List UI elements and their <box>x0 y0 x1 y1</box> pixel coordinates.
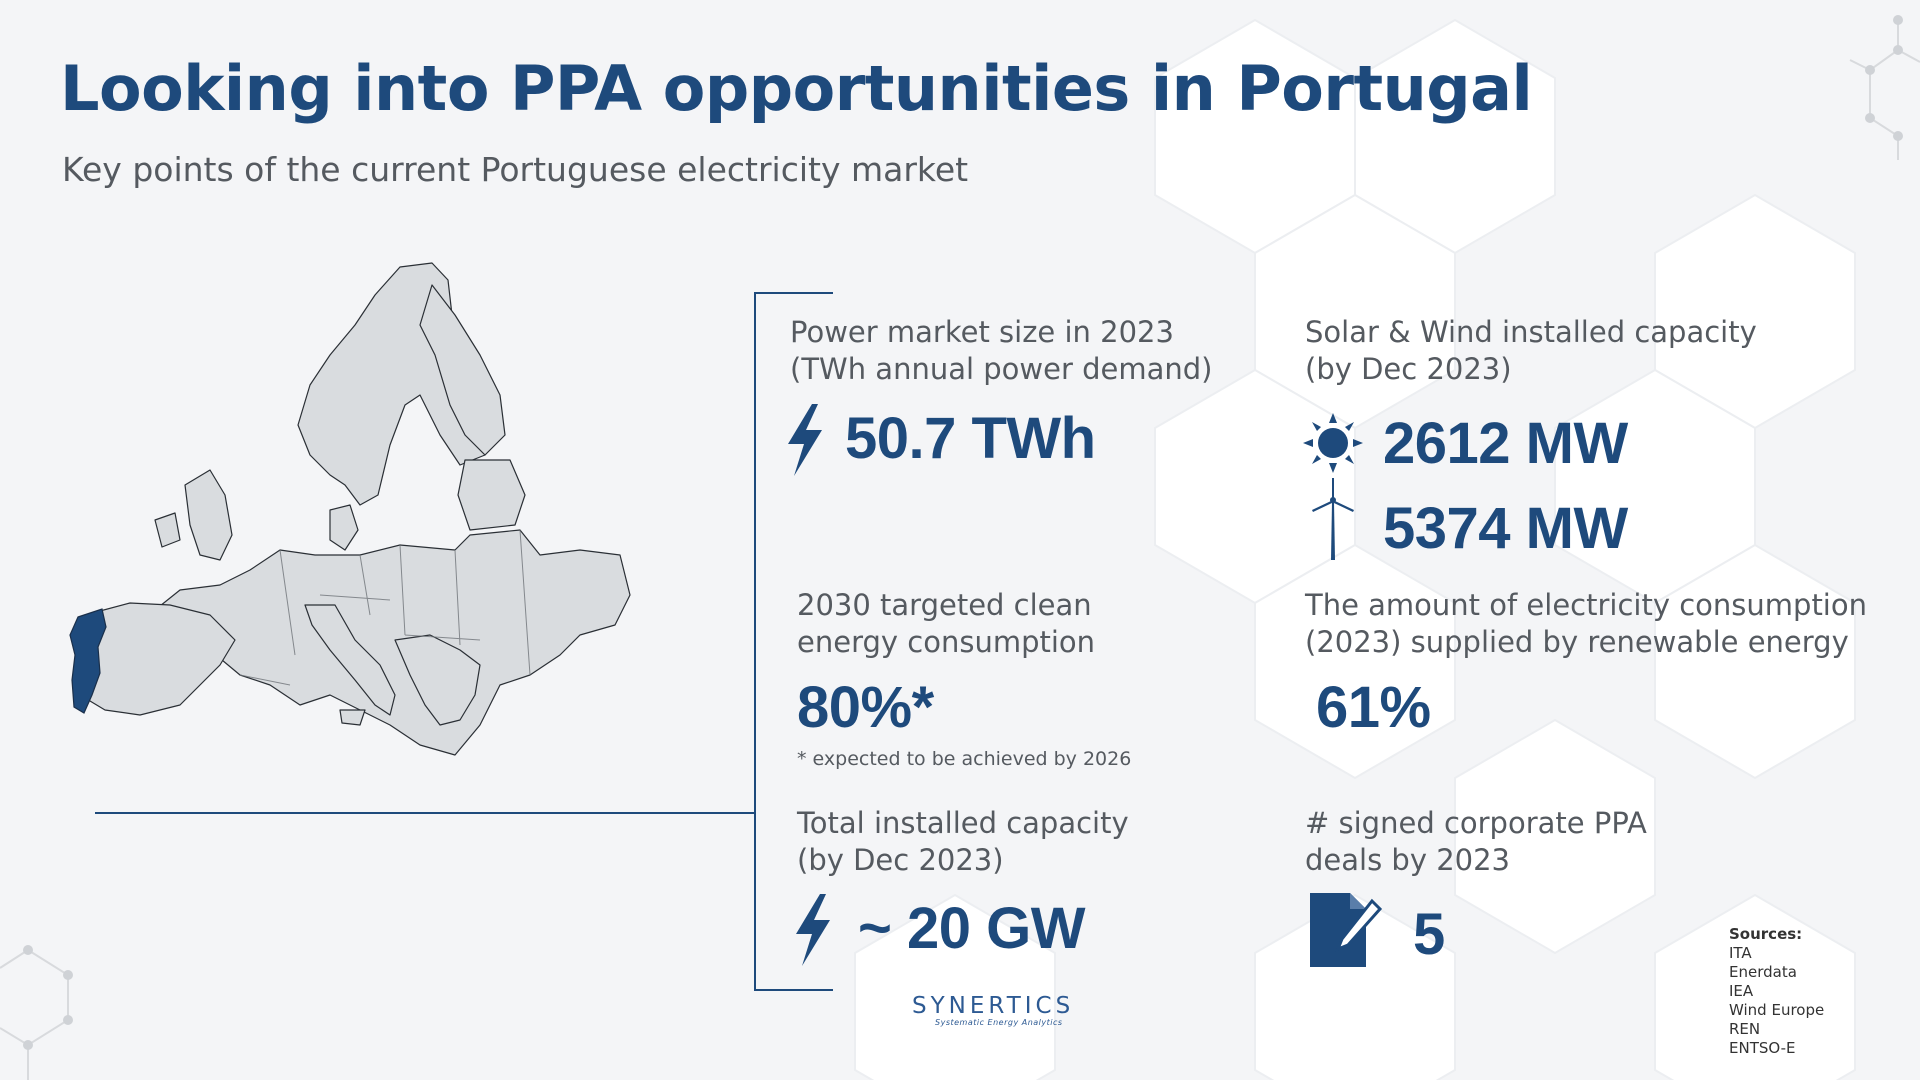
power-market-value: 50.7 TWh <box>845 406 1096 471</box>
power-market-label: Power market size in 2023 (TWh annual po… <box>790 315 1213 386</box>
sources-list: ITA Enerdata IEA Wind Europe REN ENTSO-E <box>1729 944 1824 1058</box>
map-uk <box>184 469 233 561</box>
document-pen-icon <box>1310 893 1382 967</box>
source-item: ENTSO-E <box>1729 1039 1796 1057</box>
map-portugal-highlight <box>69 608 107 714</box>
source-item: Wind Europe <box>1729 1001 1825 1019</box>
page-title: Looking into PPA opportunities in Portug… <box>60 52 1533 125</box>
solar-capacity-value: 2612 MW <box>1383 411 1628 476</box>
map-italy <box>304 604 396 716</box>
map-finland <box>419 284 506 456</box>
ppa-deals-label: # signed corporate PPA deals by 2023 <box>1305 806 1647 877</box>
installed-capacity-value: ~ 20 GW <box>858 896 1085 961</box>
page-subtitle: Key points of the current Portuguese ele… <box>62 150 969 189</box>
lightning-bolt-icon <box>796 894 830 966</box>
renewable-share-value: 61% <box>1316 675 1431 740</box>
source-item: IEA <box>1729 982 1754 1000</box>
map-balkans <box>394 634 481 726</box>
wind-capacity-value: 5374 MW <box>1383 496 1628 561</box>
synertics-logo: SYNERTICS <box>912 993 1075 1019</box>
sun-icon <box>1303 413 1363 473</box>
map-sicily <box>339 709 366 726</box>
sources-title: Sources: <box>1729 925 1803 943</box>
map-denmark <box>329 504 359 551</box>
ppa-deals-value: 5 <box>1413 902 1445 967</box>
installed-capacity-label: Total installed capacity (by Dec 2023) <box>797 806 1129 877</box>
map-baltics <box>457 459 526 531</box>
source-item: Enerdata <box>1729 963 1797 981</box>
map-ireland <box>154 512 181 548</box>
wind-turbine-icon <box>1312 478 1354 560</box>
source-item: ITA <box>1729 944 1752 962</box>
clean-target-label: 2030 targeted clean energy consumption <box>797 588 1096 659</box>
clean-target-value: 80%* <box>797 675 934 740</box>
renewable-share-label: The amount of electricity consumption (2… <box>1305 588 1867 659</box>
clean-target-note: * expected to be achieved by 2026 <box>797 748 1132 770</box>
europe-map <box>69 262 631 756</box>
solar-wind-label: Solar & Wind installed capacity (by Dec … <box>1305 315 1757 386</box>
synertics-tagline: Systematic Energy Analytics <box>935 1018 1063 1027</box>
lightning-bolt-icon <box>788 404 822 476</box>
source-item: REN <box>1729 1020 1761 1038</box>
